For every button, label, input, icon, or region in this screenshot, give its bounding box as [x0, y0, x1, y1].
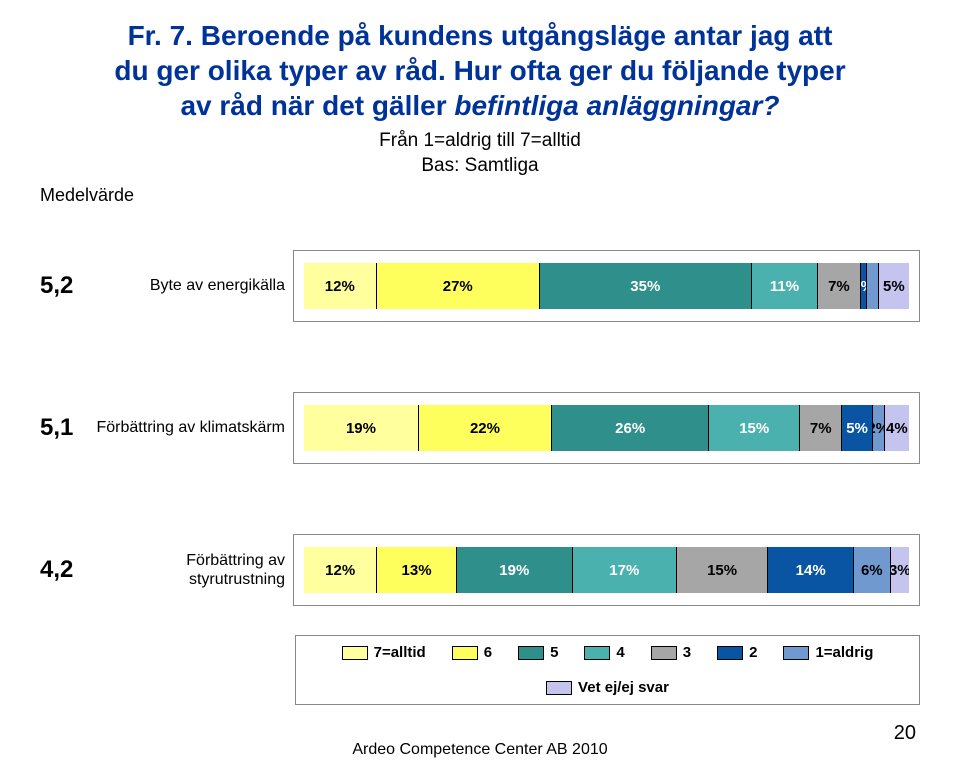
- bar-segment: 27%: [377, 263, 540, 309]
- bar-segment: 19%: [457, 547, 573, 593]
- bar-segment: 17%: [573, 547, 677, 593]
- legend-swatch: [342, 646, 368, 660]
- stacked-bar-chart: 5,2Byte av energikälla12%27%35%11%7%1%5%…: [40, 250, 920, 606]
- bar-segment: 35%: [540, 263, 752, 309]
- title-line-3a: av råd när det gäller: [180, 90, 454, 121]
- legend-label: Vet ej/ej svar: [578, 679, 669, 696]
- legend-swatch: [783, 646, 809, 660]
- row-label: Förbättring av klimatskärm: [90, 418, 293, 437]
- legend-swatch: [651, 646, 677, 660]
- legend-label: 4: [616, 644, 624, 661]
- bar-segment: 22%: [419, 405, 552, 451]
- bar-segment: 12%: [304, 547, 377, 593]
- bar-segment: 12%: [304, 263, 377, 309]
- chart-row: 4,2Förbättring av styrutrustning 12%13%19…: [40, 534, 920, 606]
- legend: 7=alltid 6 5 4 3 2 1=aldrig Vet ej/ej svar: [295, 635, 920, 705]
- legend-swatch: [452, 646, 478, 660]
- title-line-3b: befintliga anläggningar?: [454, 90, 779, 121]
- bar-segment: 14%: [768, 547, 854, 593]
- legend-label: 7=alltid: [374, 644, 426, 661]
- mean-column-header: Medelvärde: [40, 185, 134, 206]
- bar-segment: 6%: [854, 547, 891, 593]
- bar-segment: 26%: [552, 405, 709, 451]
- row-mean-value: 5,2: [40, 272, 90, 300]
- legend-label: 6: [484, 644, 492, 661]
- subtitle-line-1: Från 1=aldrig till 7=alltid: [379, 130, 581, 151]
- legend-item: 3: [651, 644, 691, 661]
- legend-swatch: [518, 646, 544, 660]
- chart-subtitle: Från 1=aldrig till 7=alltid Bas: Samtlig…: [40, 129, 920, 178]
- bar-segment: 2%: [873, 405, 885, 451]
- bar-segment: 5%: [842, 405, 872, 451]
- legend-label: 5: [550, 644, 558, 661]
- bar-segment: 5%: [879, 263, 909, 309]
- bar-container: 12%27%35%11%7%1%5%: [293, 250, 920, 322]
- bar-segment: [867, 263, 879, 309]
- chart-row: 5,2Byte av energikälla12%27%35%11%7%1%5%: [40, 250, 920, 322]
- bar-segment: 4%: [885, 405, 909, 451]
- legend-label: 1=aldrig: [815, 644, 873, 661]
- bar-segment: 19%: [304, 405, 419, 451]
- legend-swatch: [584, 646, 610, 660]
- legend-label: 2: [749, 644, 757, 661]
- stacked-bar: 19%22%26%15%7%5%2%4%: [304, 405, 909, 451]
- stacked-bar: 12%13%19%17%15%14%6%3%: [304, 547, 909, 593]
- row-label: Förbättring av styrutrustning: [90, 551, 293, 589]
- bar-segment: 3%: [891, 547, 909, 593]
- legend-item: Vet ej/ej svar: [546, 679, 669, 696]
- row-mean-value: 5,1: [40, 414, 90, 442]
- bar-segment: 7%: [818, 263, 860, 309]
- bar-segment: 15%: [677, 547, 769, 593]
- chart-row: 5,1Förbättring av klimatskärm 19%22%26%15…: [40, 392, 920, 464]
- page-number: 20: [894, 722, 916, 745]
- bar-segment: 13%: [377, 547, 456, 593]
- legend-swatch: [717, 646, 743, 660]
- legend-swatch: [546, 681, 572, 695]
- title-line-2: du ger olika typer av råd. Hur ofta ger …: [114, 55, 845, 86]
- bar-container: 12%13%19%17%15%14%6%3%: [293, 534, 920, 606]
- title-line-1: Fr. 7. Beroende på kundens utgångsläge a…: [128, 20, 833, 51]
- legend-item: 6: [452, 644, 492, 661]
- legend-item: 1=aldrig: [783, 644, 873, 661]
- stacked-bar: 12%27%35%11%7%1%5%: [304, 263, 909, 309]
- bar-container: 19%22%26%15%7%5%2%4%: [293, 392, 920, 464]
- legend-item: 4: [584, 644, 624, 661]
- row-label: Byte av energikälla: [90, 276, 293, 295]
- bar-segment: 11%: [752, 263, 819, 309]
- legend-item: 2: [717, 644, 757, 661]
- legend-item: 5: [518, 644, 558, 661]
- legend-item: 7=alltid: [342, 644, 426, 661]
- chart-title: Fr. 7. Beroende på kundens utgångsläge a…: [40, 18, 920, 123]
- bar-segment: 7%: [800, 405, 842, 451]
- row-mean-value: 4,2: [40, 556, 90, 584]
- footer-text: Ardeo Competence Center AB 2010: [40, 741, 920, 759]
- legend-label: 3: [683, 644, 691, 661]
- subtitle-line-2: Bas: Samtliga: [421, 155, 538, 176]
- bar-segment: 15%: [709, 405, 800, 451]
